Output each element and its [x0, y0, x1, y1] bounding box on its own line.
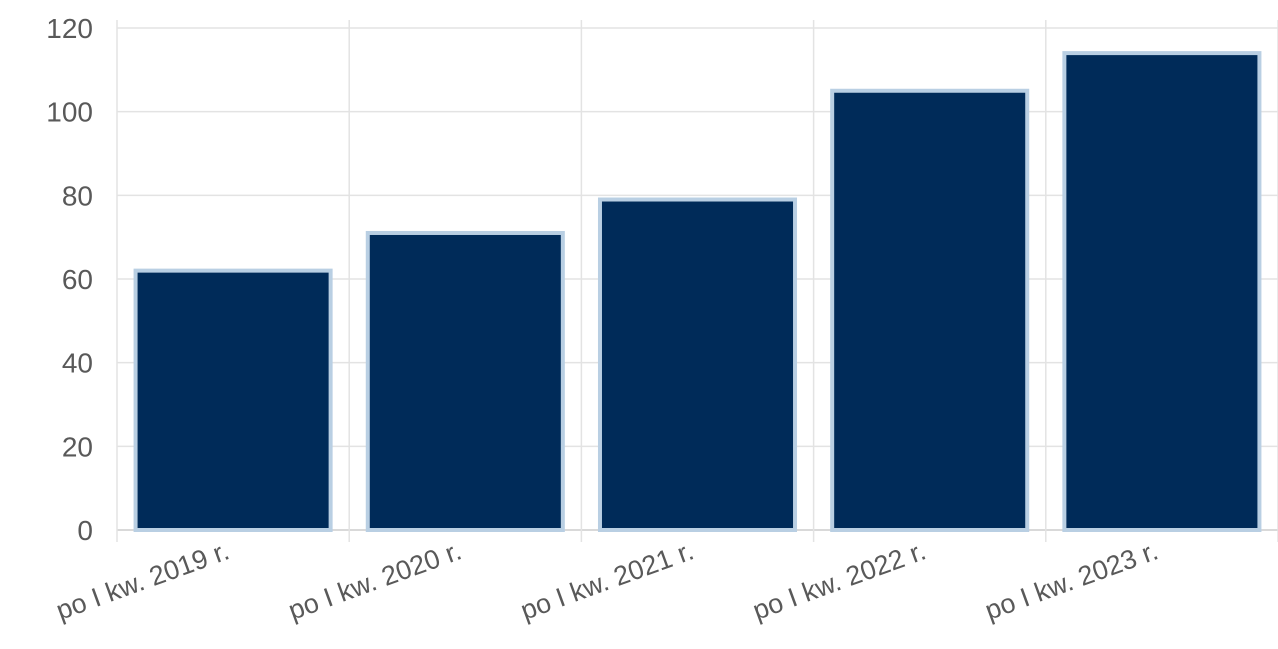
y-tick-label: 40	[62, 348, 93, 379]
bar	[133, 268, 333, 532]
y-tick-label: 20	[62, 431, 93, 462]
x-tick-label: po I kw. 2019 r.	[52, 535, 233, 625]
bar	[365, 230, 565, 532]
bar	[1062, 51, 1262, 532]
y-tick-label: 0	[77, 515, 93, 546]
x-tick-label: po I kw. 2022 r.	[749, 535, 930, 625]
y-tick-label: 80	[62, 180, 93, 211]
bar	[597, 197, 798, 532]
y-tick-label: 60	[62, 264, 93, 295]
y-axis-ticks: 0 20 40 60 80 100 120	[46, 13, 93, 546]
x-axis-ticks: po I kw. 2019 r. po I kw. 2020 r. po I kw.…	[52, 535, 1162, 625]
bars	[133, 51, 1262, 532]
bar	[830, 88, 1030, 532]
y-tick-label: 120	[46, 13, 93, 44]
y-tick-label: 100	[46, 97, 93, 128]
x-tick-label: po I kw. 2020 r.	[284, 535, 465, 625]
x-tick-label: po I kw. 2021 r.	[517, 535, 698, 625]
x-tick-label: po I kw. 2023 r.	[981, 535, 1162, 625]
